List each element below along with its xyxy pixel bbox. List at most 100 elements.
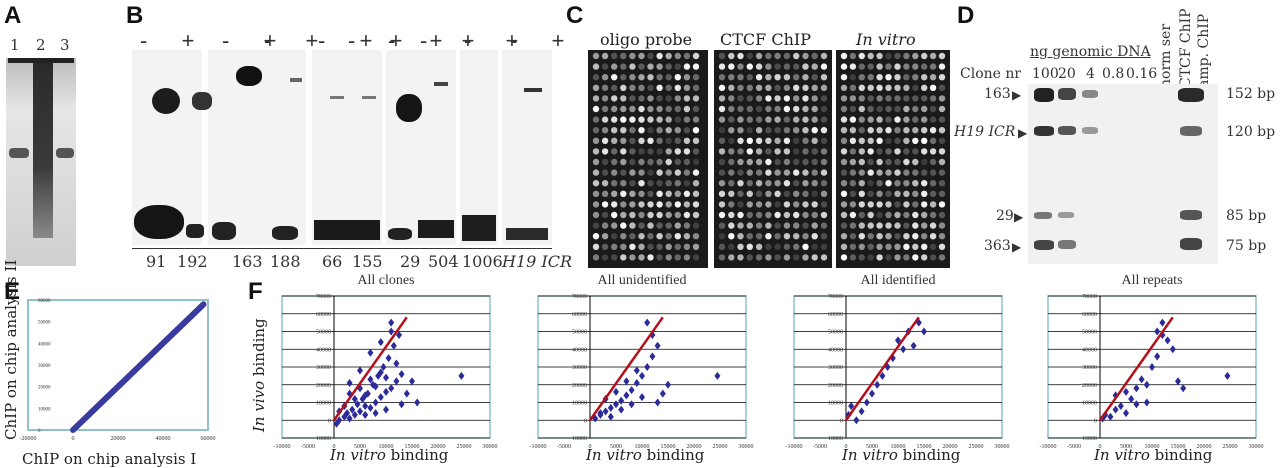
series-line [70,301,207,433]
x-tick-label: 0 [589,444,592,450]
blot-spot [746,52,753,60]
blot-spot [793,180,800,187]
y-tick-label: 60000 [1082,312,1097,318]
blot-spot [903,52,910,60]
data-point [869,389,875,398]
plus-minus-label: - + [264,28,333,53]
data-point [409,377,415,386]
blot-spot [611,116,618,123]
blot-spot [718,211,726,219]
y-axis-label: In vivo binding [250,318,268,432]
blot-spot [820,243,828,250]
data-point [364,389,371,398]
x-tick-label: 15000 [661,444,676,450]
blot-spot [647,158,654,166]
blot-spot [783,148,791,155]
blot-spot [601,127,609,134]
data-point [644,363,651,371]
blot-spot [665,211,672,219]
blot-spot [692,222,700,229]
ng-genomic-label: ng genomic DNA [1030,44,1151,60]
y-tick-label: 70000 [316,294,331,300]
blot-spot [629,148,636,155]
data-point [458,371,465,380]
blot-spot [746,95,753,102]
band-label-left: 363 [984,238,1011,254]
blot-spot [840,180,848,187]
blot-spot [894,148,901,155]
blot-spot [912,190,919,197]
gel-band [9,148,29,158]
blot-spot [755,127,763,134]
blot-spot [620,169,627,176]
gel-band [1180,238,1202,250]
blot-spot [718,190,726,197]
blot-spot [737,190,744,197]
size-label: 75 bp [1226,238,1267,254]
blot-spot [894,233,901,240]
blot-spot [665,158,672,166]
blot-spot [620,63,627,70]
blot-spot [629,63,636,70]
blot-spot [674,180,681,187]
blot-spot [683,201,691,208]
blot-spot [683,63,691,70]
x-axis-label: In vitro binding [330,446,448,464]
blot-spot [674,254,681,261]
data-point [372,398,379,407]
blot-spot [783,116,791,123]
x-tick-label: 5000 [354,444,366,450]
blot-spot [894,74,901,81]
blot-spot [629,116,636,123]
blot-spot [885,127,892,134]
data-point [1169,345,1176,354]
blot-spot [802,63,809,70]
blot-spot [692,158,700,166]
plus-minus-label: - + [388,28,457,53]
blot-spot [903,254,910,261]
regression-line [588,316,664,421]
data-point [351,410,358,419]
blot-spot [876,95,883,102]
blot-spot [601,95,609,102]
data-point [383,387,389,396]
y-tick-label: -10000 [570,436,587,442]
blot-spot [793,148,800,155]
y-tick-label: 10000 [316,401,331,407]
blot-spot [774,74,781,81]
y-tick-label: 60000 [828,312,843,318]
data-point [390,341,397,350]
y-tick-label: 10000 [1082,401,1097,407]
y-tick-label: -10000 [826,436,843,442]
blot-spot [746,105,753,113]
gel-band [272,226,298,240]
blot-spot [718,52,726,60]
blot-spot [718,105,726,113]
gel-band [1180,126,1202,136]
blot-spot [783,169,791,176]
blot-spot [638,148,645,155]
blot-spot [683,116,691,123]
blot-spot [692,233,700,240]
blot-spot [912,74,919,81]
blot-spot [611,127,618,134]
blot-spot [820,84,828,91]
y-tick-label: 40000 [1082,347,1097,353]
blot-spot [774,201,781,208]
blot-spot [611,95,618,102]
blot-spot [620,233,627,240]
blot-spot [765,127,772,134]
blot-spot [656,211,663,219]
blot-spot [737,180,744,187]
blot-spot [912,116,919,123]
blot-spot [665,190,672,197]
blot-spot [929,190,937,197]
plus-minus-label: - + [140,28,209,53]
blot-spot [683,137,691,144]
blot-spot [765,158,772,166]
blot-spot [665,180,672,187]
blot-spot [802,137,809,144]
y-tick-label: 0 [584,418,587,424]
blot-spot [692,148,700,155]
blot-spot [894,222,901,229]
